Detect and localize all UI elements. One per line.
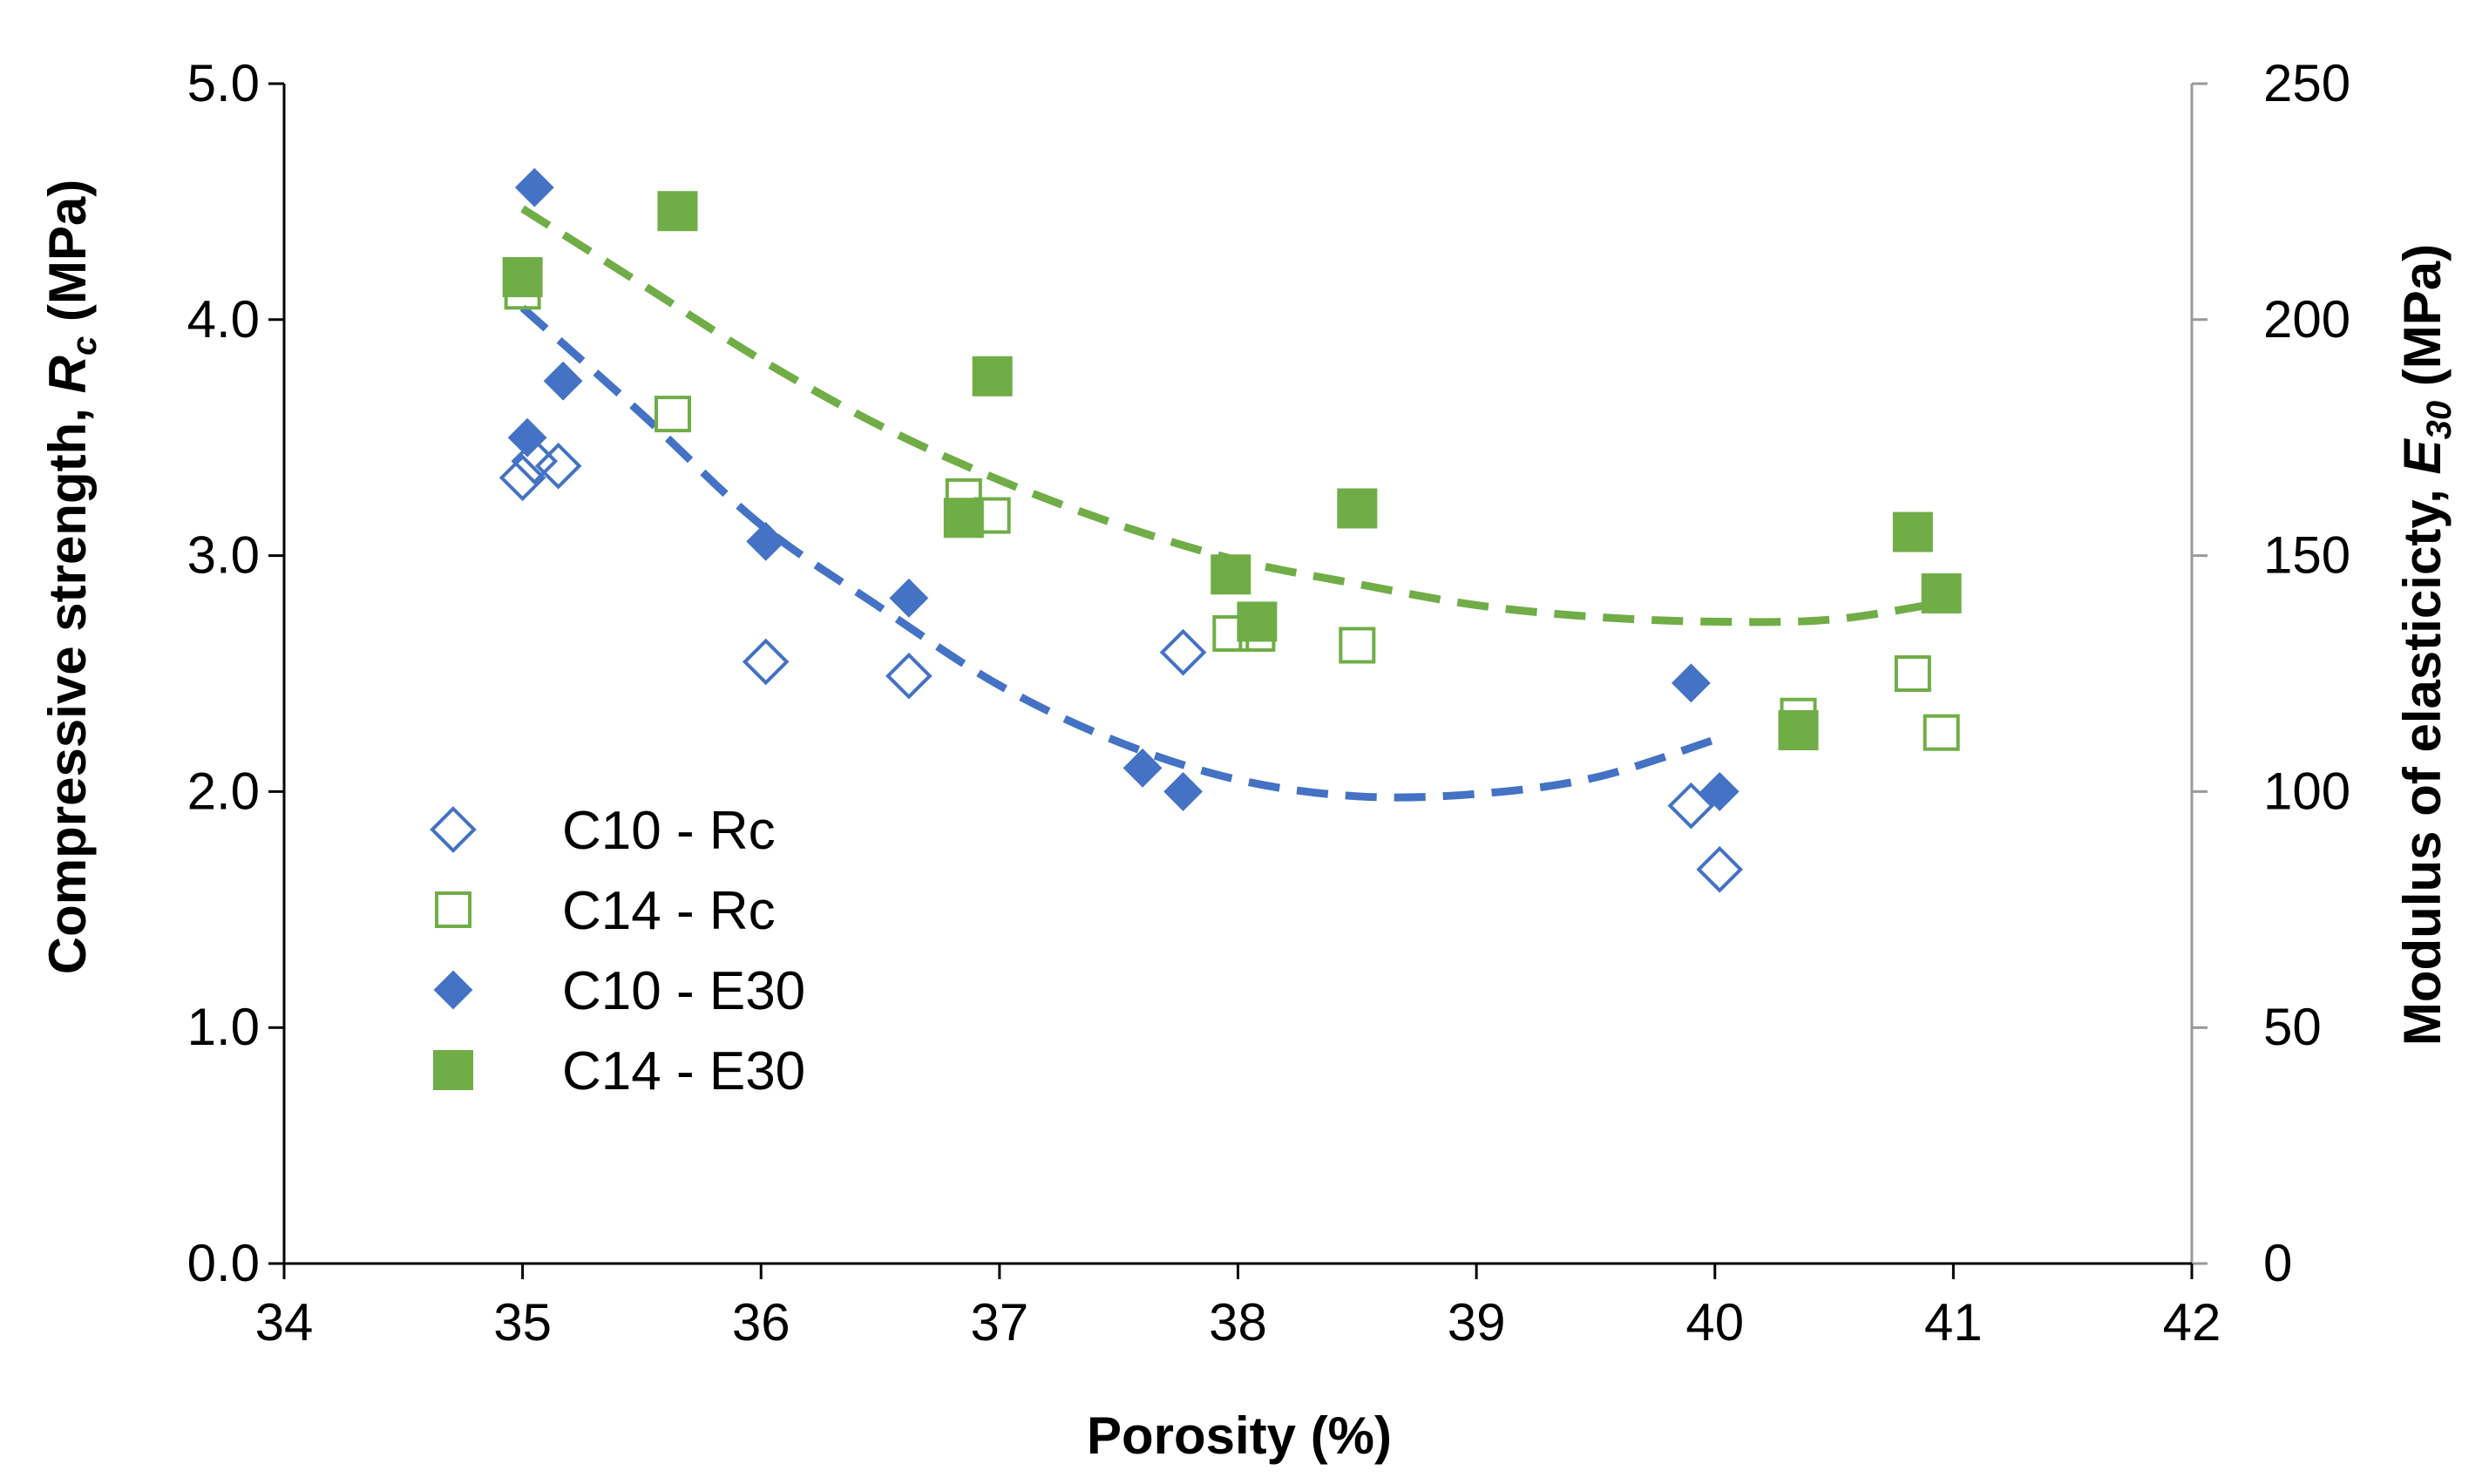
point-c14-e30 [943, 498, 984, 539]
y2-tick-label: 150 [2263, 526, 2350, 585]
point-c14-e30 [1237, 601, 1278, 642]
point-c10-e30 [507, 417, 547, 457]
point-c10-e30 [1163, 771, 1203, 811]
y-tick-label: 1.0 [187, 998, 260, 1056]
point-c14-e30 [1211, 554, 1251, 595]
point-c10-e30 [1671, 663, 1711, 703]
trendlines [519, 205, 1955, 802]
point-c14-e30 [502, 257, 543, 298]
x-tick-label: 37 [971, 1293, 1029, 1352]
legend-marker [430, 806, 477, 853]
x-tick-label: 39 [1448, 1293, 1506, 1352]
point-c10-e30 [746, 521, 786, 561]
y2-axis-title: Modulus of elasticicty, E30 (MPa) [2393, 244, 2458, 1046]
point-c10-rc [885, 652, 933, 700]
point-c10-rc [1667, 782, 1715, 830]
y2-tick-label: 250 [2263, 54, 2350, 112]
x-tick-label: 42 [2163, 1293, 2221, 1352]
data-markers [498, 167, 1962, 893]
point-c10-rc [534, 442, 582, 490]
point-c10-rc [498, 454, 546, 502]
point-c10-e30 [1122, 748, 1163, 788]
trendline [519, 304, 1717, 802]
y2-tick-label: 200 [2263, 290, 2350, 349]
x-axis-title: Porosity (%) [1087, 1406, 1392, 1465]
x-tick-label: 40 [1685, 1293, 1744, 1352]
legend: C10 - Rc C14 - Rc C10 - E30 C14 - E30 [430, 801, 805, 1101]
point-c10-e30 [889, 578, 929, 618]
x-tick-label: 35 [493, 1293, 552, 1352]
y2-tick-label: 100 [2263, 762, 2350, 820]
legend-label: C14 - E30 [562, 1041, 805, 1101]
point-c14-e30 [1778, 709, 1819, 750]
x-tick-label: 41 [1924, 1293, 1983, 1352]
x-tick-label: 38 [1209, 1293, 1267, 1352]
point-c10-rc [742, 638, 790, 686]
point-c14-e30 [972, 356, 1013, 396]
legend-label: C10 - E30 [562, 961, 805, 1021]
y-tick-label: 2.0 [187, 762, 260, 820]
legend-marker [435, 891, 471, 928]
point-c10-e30 [543, 361, 583, 401]
point-c14-e30 [657, 191, 698, 232]
y-tick-label: 0.0 [187, 1234, 260, 1292]
y2-tick-label: 50 [2263, 998, 2322, 1056]
x-tick-label: 34 [255, 1293, 314, 1352]
point-c14-rc [1339, 627, 1376, 664]
y-tick-label: 5.0 [187, 54, 260, 112]
legend-marker [433, 1050, 473, 1090]
y-axis-title: Compressive strength, Rc (MPa) [38, 180, 104, 974]
legend-marker [433, 970, 473, 1010]
axes: 0.0 1.0 2.0 3.0 4.0 5.0 0 50 100 150 200 250 34 35 36 3… [187, 54, 2351, 1352]
point-c10-e30 [514, 167, 554, 207]
point-c14-e30 [1892, 512, 1933, 552]
point-c14-e30 [1337, 488, 1378, 529]
point-c10-e30 [1699, 771, 1740, 811]
point-c10-rc [1159, 628, 1207, 676]
point-c14-e30 [1921, 573, 1962, 613]
point-c14-rc [1923, 714, 1960, 751]
y-tick-label: 3.0 [187, 526, 260, 585]
legend-label: C14 - Rc [562, 881, 776, 941]
point-c10-rc [1696, 845, 1744, 893]
y-tick-label: 4.0 [187, 290, 260, 349]
y2-tick-label: 0 [2263, 1234, 2292, 1292]
x-tick-label: 36 [732, 1293, 790, 1352]
legend-label: C10 - Rc [562, 801, 776, 861]
point-c14-rc [1894, 655, 1931, 692]
point-c14-rc [654, 396, 692, 433]
